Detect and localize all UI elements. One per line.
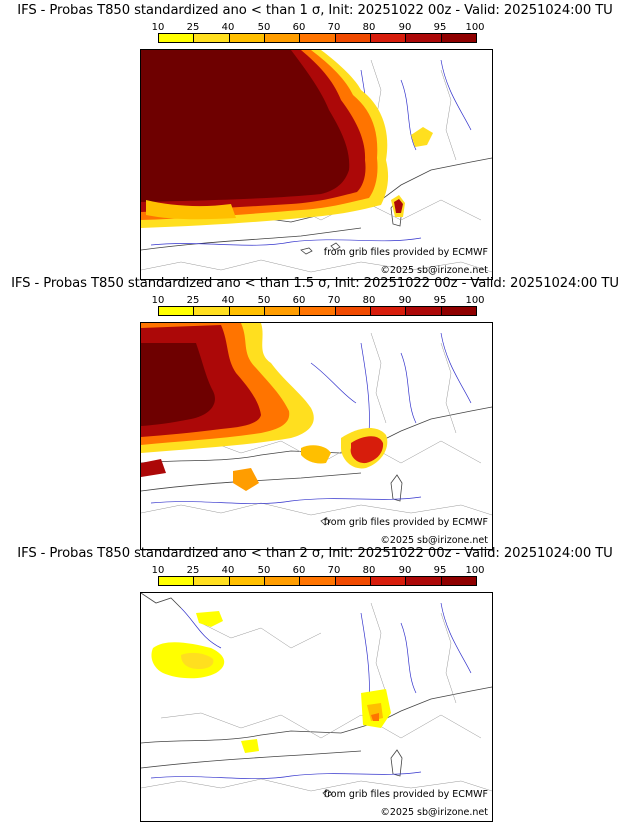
map-drawing (141, 323, 492, 526)
colorbar-swatch (441, 307, 476, 315)
colorbar-swatch (370, 307, 407, 315)
colorbar-swatch (370, 34, 407, 42)
colorbar-swatch (229, 307, 265, 315)
colorbar-tick: 60 (292, 22, 306, 33)
colorbar-tick: 25 (186, 22, 200, 33)
colorbar-swatch (159, 34, 195, 42)
colorbar-tick: 80 (362, 565, 376, 576)
colorbar-tick: 90 (398, 295, 412, 306)
colorbar (158, 576, 477, 586)
colorbar-swatch (194, 307, 230, 315)
colorbar-tick: 95 (433, 565, 447, 576)
colorbar-tick: 50 (257, 295, 271, 306)
colorbar-tick: 100 (465, 22, 485, 33)
panel-title: IFS - Probas T850 standardized ano < tha… (11, 276, 619, 291)
colorbar-tick: 70 (327, 565, 341, 576)
colorbar-tick: 80 (362, 295, 376, 306)
colorbar-swatch (335, 307, 371, 315)
colorbar-swatch (194, 34, 230, 42)
map-drawing (141, 593, 492, 798)
copyright-credit: ©2025 sb@irizone.net (380, 535, 488, 546)
colorbar-ticks: 10 25 40 50 60 70 80 90 95 100 (152, 22, 485, 33)
colorbar-tick: 70 (327, 22, 341, 33)
colorbar-tick: 100 (465, 295, 485, 306)
colorbar-swatch (194, 577, 230, 585)
borders (141, 602, 492, 792)
colorbar-tick: 40 (221, 22, 235, 33)
copyright-credit: ©2025 sb@irizone.net (380, 265, 488, 276)
probability-shading (141, 323, 388, 491)
colorbar-tick: 100 (465, 565, 485, 576)
probability-map: from grib files provided by ECMWF ©2025 … (140, 322, 493, 550)
colorbar-swatch (441, 34, 476, 42)
colorbar-swatch (370, 577, 407, 585)
colorbar-tick: 80 (362, 22, 376, 33)
colorbar-tick: 60 (292, 565, 306, 576)
colorbar-tick: 10 (151, 295, 165, 306)
colorbar-tick: 90 (398, 565, 412, 576)
data-source-credit: from grib files provided by ECMWF (323, 247, 488, 258)
panel-title: IFS - Probas T850 standardized ano < tha… (17, 546, 613, 561)
colorbar-swatch (441, 577, 476, 585)
colorbar-swatch (406, 34, 442, 42)
colorbar-tick: 10 (151, 22, 165, 33)
colorbar-tick: 95 (433, 295, 447, 306)
map-drawing (141, 50, 492, 273)
colorbar-swatch (300, 307, 336, 315)
land-outline (141, 406, 492, 526)
colorbar-swatch (300, 34, 336, 42)
colorbar-tick: 25 (186, 295, 200, 306)
colorbar-ticks: 10 25 40 50 60 70 80 90 95 100 (152, 295, 485, 306)
colorbar-swatch (229, 34, 265, 42)
colorbar (158, 306, 477, 316)
colorbar-tick: 40 (221, 565, 235, 576)
colorbar-swatch (406, 307, 442, 315)
panel-title: IFS - Probas T850 standardized ano < tha… (17, 3, 613, 18)
colorbar-tick: 70 (327, 295, 341, 306)
colorbar-swatch (229, 577, 265, 585)
colorbar-tick: 40 (221, 295, 235, 306)
rivers (150, 602, 472, 779)
colorbar-tick: 25 (186, 565, 200, 576)
colorbar-tick: 50 (257, 565, 271, 576)
colorbar-tick: 90 (398, 22, 412, 33)
probability-map: from grib files provided by ECMWF ©2025 … (140, 49, 493, 280)
colorbar-swatch (335, 34, 371, 42)
colorbar-tick: 60 (292, 295, 306, 306)
data-source-credit: from grib files provided by ECMWF (323, 789, 488, 800)
colorbar-swatch (159, 577, 195, 585)
colorbar-swatch (264, 307, 301, 315)
colorbar-tick: 95 (433, 22, 447, 33)
probability-map: from grib files provided by ECMWF ©2025 … (140, 592, 493, 822)
colorbar-swatch (159, 307, 195, 315)
land-outline (141, 593, 492, 798)
colorbar-swatch (335, 577, 371, 585)
colorbar (158, 33, 477, 43)
colorbar-swatch (406, 577, 442, 585)
data-source-credit: from grib files provided by ECMWF (323, 517, 488, 528)
colorbar-swatch (264, 577, 301, 585)
colorbar-tick: 50 (257, 22, 271, 33)
colorbar-swatch (300, 577, 336, 585)
colorbar-ticks: 10 25 40 50 60 70 80 90 95 100 (152, 565, 485, 576)
copyright-credit: ©2025 sb@irizone.net (380, 807, 488, 818)
rivers (150, 332, 472, 504)
probability-shading (141, 50, 433, 228)
probability-shading (151, 611, 391, 753)
colorbar-swatch (264, 34, 301, 42)
colorbar-tick: 10 (151, 565, 165, 576)
